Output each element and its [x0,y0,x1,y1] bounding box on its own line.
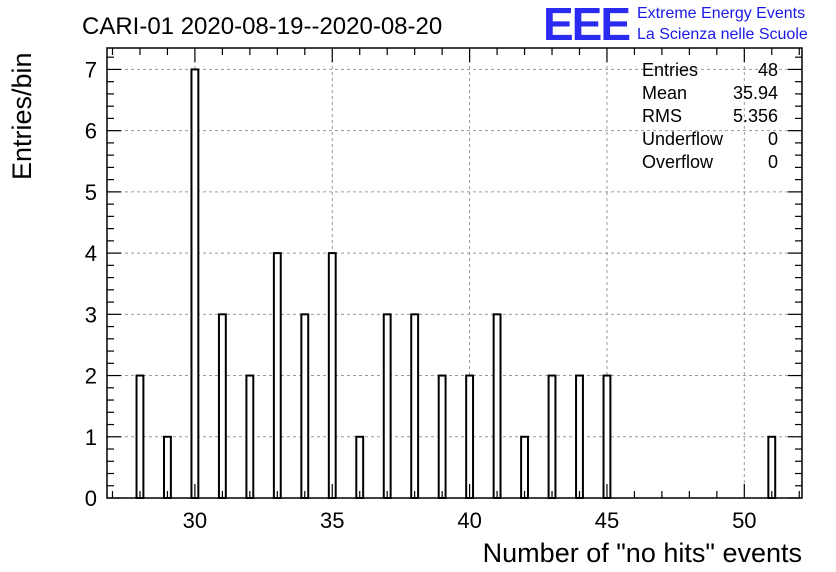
histogram-bar [575,374,584,500]
stats-value: 0 [768,152,778,172]
histogram-bar [355,435,365,500]
plot-frame [106,47,803,499]
histogram-bar [245,374,255,500]
histogram-bar [767,435,777,500]
grid-lines [107,48,802,498]
stats-value: 0 [768,129,778,149]
histogram-bar [547,374,557,500]
stats-value: 48 [758,60,778,80]
stats-box: Entries 48 Mean 35.94 RMS 5.356 Underflow 0 Over… [642,60,778,172]
stats-label: Mean [642,83,687,103]
y-tick-label: 2 [85,364,97,389]
y-tick-label: 1 [85,425,97,450]
x-tick-label: 40 [457,508,481,533]
x-axis-label: Number of "no hits" events [483,538,802,568]
histogram-bar [520,435,529,500]
y-axis-label: Entries/bin [7,52,37,180]
histogram-bar [437,374,447,500]
x-tick-label: 45 [595,508,619,533]
y-tick-label: 4 [85,241,97,266]
histogram-bar [217,313,227,499]
histogram-bar [465,374,475,500]
y-tick-label: 0 [85,486,97,511]
histogram-bar [135,374,145,500]
y-tick-label: 5 [85,180,97,205]
histogram-bar [163,435,172,500]
histogram-bar [492,313,502,499]
y-tick-label: 6 [85,119,97,144]
eee-logo: EEE Extreme Energy Events La Scienza nel… [543,0,808,50]
x-tick-label: 35 [320,508,344,533]
histogram-bar [382,313,392,499]
stats-label: RMS [642,106,682,126]
logo-line-2: La Scienza nelle Scuole [637,26,808,43]
x-tick-label: 30 [183,508,207,533]
histogram-bar [190,68,200,500]
histogram-bar [272,252,282,499]
logo-line-1: Extreme Energy Events [637,5,805,22]
stats-label: Underflow [642,129,724,149]
x-tick-label: 50 [732,508,756,533]
histogram-bar [327,252,337,499]
histogram-bar [300,313,310,499]
logo-mark: EEE [543,0,629,50]
stats-value: 35.94 [733,83,778,103]
stats-label: Overflow [642,152,714,172]
histogram-bar [410,313,420,499]
y-tick-label: 3 [85,302,97,327]
chart-title: CARI-01 2020-08-19--2020-08-20 [82,13,442,40]
axis-ticks [107,48,802,499]
stats-label: Entries [642,60,698,80]
histogram-bar [602,374,612,500]
y-tick-label: 7 [85,57,97,82]
stats-value: 5.356 [733,106,778,126]
